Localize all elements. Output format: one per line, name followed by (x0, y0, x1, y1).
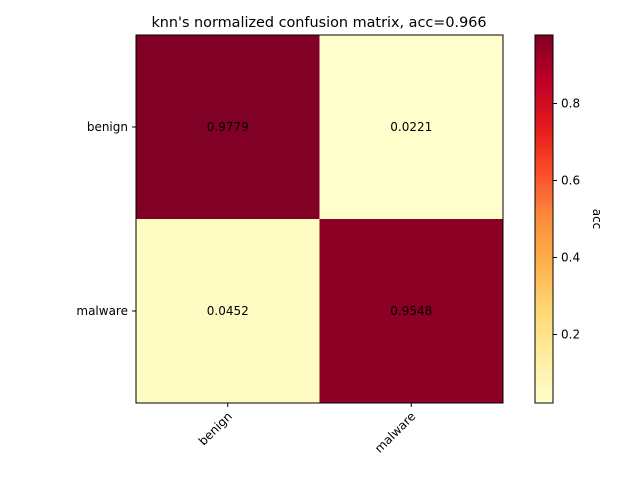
heatmap-cell (136, 219, 320, 403)
cell-value-label: 0.9548 (390, 304, 432, 318)
cell-value-label: 0.0452 (207, 304, 249, 318)
y-axis: benign malware (76, 120, 136, 318)
chart-title: knn's normalized confusion matrix, acc=0… (151, 15, 486, 31)
x-tick-label: malware (372, 409, 418, 455)
y-tick-label: benign (87, 120, 128, 134)
colorbar (534, 34, 554, 404)
cell-value-label: 0.9779 (207, 120, 249, 134)
y-tick-label: malware (76, 304, 128, 318)
colorbar-ticks: 0.2 0.4 0.6 0.8 (553, 96, 580, 342)
cell-value-label: 0.0221 (390, 120, 432, 134)
heatmap-cell (319, 35, 503, 219)
colorbar-tick-label: 0.4 (561, 251, 580, 265)
colorbar-tick-label: 0.2 (561, 328, 580, 342)
colorbar-tick-label: 0.6 (561, 173, 580, 187)
colorbar-label: acc (590, 209, 604, 230)
x-axis: benign malware (196, 403, 418, 456)
plot-frame (135, 34, 504, 404)
heatmap-cell (136, 35, 320, 219)
colorbar-tick-label: 0.8 (561, 96, 580, 110)
x-tick-label: benign (196, 409, 235, 448)
heatmap-cell (319, 219, 503, 403)
heatmap-cells: 0.9779 0.0221 0.0452 0.9548 (136, 35, 503, 403)
